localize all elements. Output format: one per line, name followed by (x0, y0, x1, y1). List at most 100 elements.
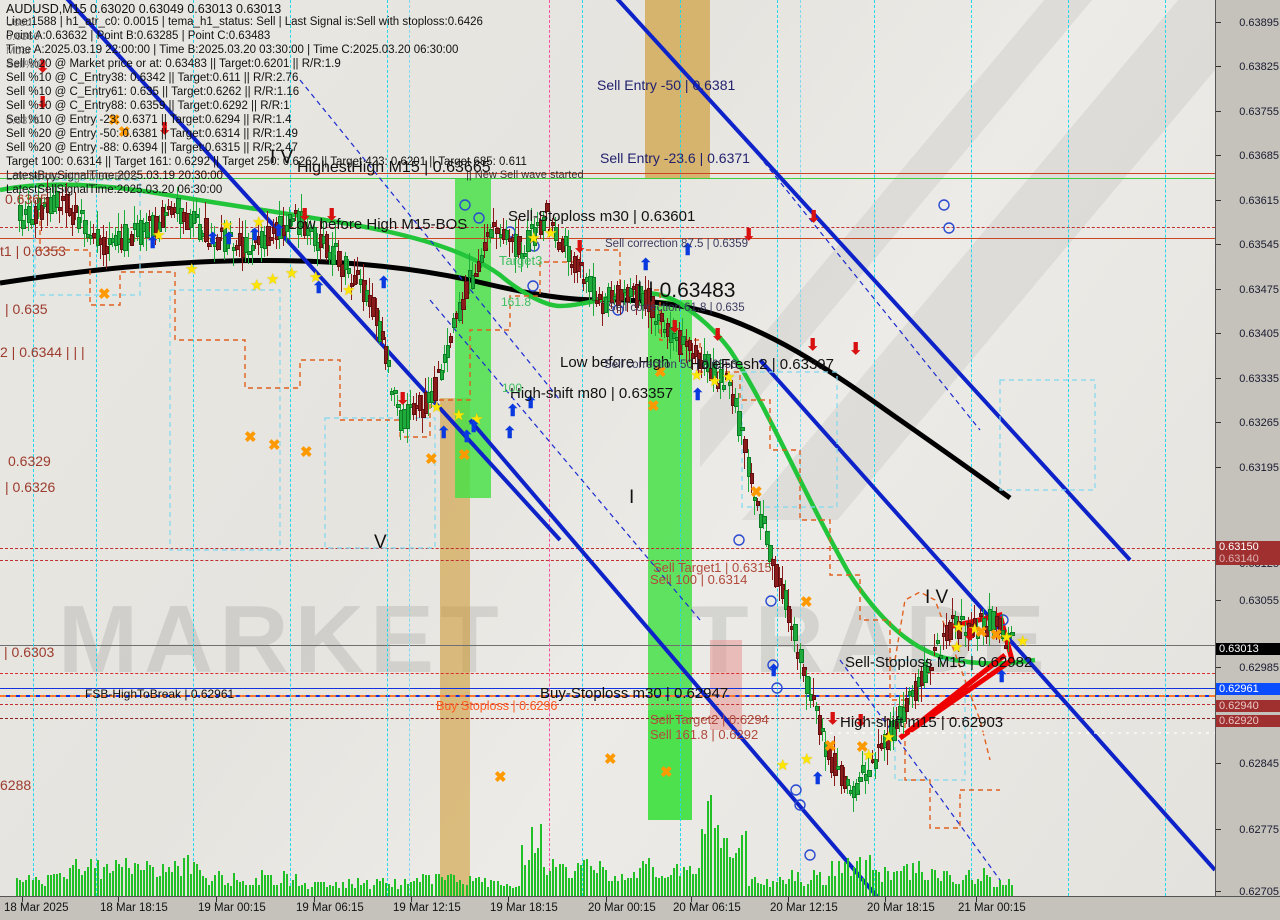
volume-bar (986, 874, 989, 896)
volume-bar (99, 878, 102, 896)
volume-bar (570, 878, 573, 896)
volume-bar (363, 882, 366, 896)
cross-signal-icon: ✖ (300, 444, 313, 461)
sell-arrow-icon: ⬇ (807, 209, 821, 226)
volume-bar (37, 879, 40, 896)
volume-bar (629, 877, 632, 896)
volume-bar (499, 884, 502, 896)
volume-bar (291, 880, 294, 896)
volume-bar (973, 883, 976, 896)
star-signal-icon: ★ (690, 367, 704, 384)
badge-sell-t2[interactable]: 0.62940 (1216, 700, 1280, 712)
volume-bar (983, 868, 986, 896)
cross-signal-icon: ✖ (268, 437, 281, 454)
price-tick-mark (1216, 378, 1221, 379)
price-plot-area[interactable]: MARKET TRADE (0, 0, 1215, 896)
volume-bar (174, 860, 177, 896)
time-tick-6: 20 Mar 00:15 (588, 902, 656, 914)
volume-bar (450, 874, 452, 896)
volume-bar (890, 879, 893, 896)
buy-arrow-icon: ⬆ (681, 242, 695, 259)
star-signal-icon: ★ (950, 639, 964, 656)
volume-bar (152, 867, 155, 896)
volume-bar (732, 857, 735, 896)
volume-bar (223, 885, 226, 896)
volume-bar (419, 882, 421, 896)
volume-bar (65, 879, 68, 896)
volume-bar (167, 867, 170, 896)
badge-sell-target[interactable]: 0.63150 (1216, 541, 1280, 553)
time-tick-mark (22, 897, 23, 902)
badge-last-price[interactable]: 0.63013 (1216, 643, 1280, 655)
volume-bar (257, 885, 260, 896)
volume-bar (186, 855, 189, 896)
volume-bar (710, 794, 713, 896)
badge-fsb-level[interactable]: 0.62961 (1216, 683, 1280, 695)
volume-bar (874, 869, 877, 896)
price-tick-15: 0.62775 (1239, 824, 1279, 836)
volume-bar (183, 858, 186, 896)
sell-arrow-icon: ⬇ (849, 341, 863, 358)
volume-bar (28, 874, 31, 896)
volume-bar (381, 878, 384, 896)
time-axis[interactable]: 18 Mar 2025 18 Mar 18:15 19 Mar 00:15 19 Ma… (0, 896, 1280, 920)
buy-arrow-icon: ⬆ (312, 280, 326, 297)
fsb-high-to-break: FSB-HighToBreak | 0.62961 (85, 687, 235, 701)
volume-bar (825, 884, 828, 896)
volume-bar (626, 877, 629, 896)
volume-bar (87, 867, 90, 896)
sell-arrow-icon: ⬇ (742, 227, 756, 244)
volume-bar (933, 869, 936, 896)
buy-arrow-icon: ⬆ (995, 669, 1009, 686)
hline-red-dash-1 (0, 227, 1215, 228)
volume-bar (663, 877, 666, 896)
volume-bar (884, 867, 886, 896)
buy-arrow-icon: ⬆ (146, 235, 160, 252)
new-sell-wave: || New Sell wave started (466, 169, 584, 181)
volume-bar (214, 875, 217, 896)
price-tick-1: 0.63825 (1239, 61, 1279, 73)
volume-bar (527, 859, 530, 896)
volume-bar (729, 857, 731, 896)
volume-bar (357, 878, 359, 896)
price-tick-mark (1216, 829, 1221, 830)
volume-bar (84, 870, 87, 896)
volume-bar (930, 869, 933, 896)
volume-bar (701, 828, 704, 896)
volume-bar (654, 876, 657, 896)
time-tick-mark (411, 897, 412, 902)
badge-sell-161[interactable]: 0.62920 (1216, 715, 1280, 727)
volume-bar (871, 869, 874, 896)
badge-sell-level[interactable]: 0.63140 (1216, 553, 1280, 565)
sell-arrow-icon: ⬇ (396, 391, 410, 408)
volume-bar (756, 883, 759, 896)
volume-bar (840, 872, 843, 896)
sell-arrow-icon: ⬇ (826, 711, 840, 728)
volume-bar (725, 837, 728, 896)
time-tick-mark (976, 897, 977, 902)
volume-bar (1001, 884, 1004, 896)
volume-bar (586, 858, 589, 896)
volume-bar (651, 866, 654, 896)
volume-bar (567, 877, 570, 896)
volume-bar (43, 885, 46, 896)
volume-bar (924, 879, 927, 896)
star-signal-icon: ★ (342, 282, 356, 299)
time-tick-7: 20 Mar 06:15 (673, 902, 741, 914)
volume-bar (344, 887, 347, 896)
price-axis[interactable]: 0.63895 0.63825 0.63755 0.63685 0.63615 0.635… (1215, 0, 1280, 898)
price-tick-mark (1216, 600, 1221, 601)
volume-bar (735, 853, 738, 896)
cross-signal-icon: ✖ (654, 364, 667, 381)
cross-signal-icon: ✖ (118, 124, 131, 141)
volume-bar (192, 862, 195, 896)
volume-bar (791, 870, 793, 896)
volume-bar (803, 885, 806, 896)
volume-bar (608, 881, 611, 896)
volume-bar (260, 870, 263, 896)
volume-bar (806, 884, 809, 896)
sell-161-8: Sell 161.8 | 0.6292 (650, 727, 759, 742)
hline-green-top (0, 178, 1215, 179)
price-63483: | | 0.63483 (637, 279, 736, 302)
